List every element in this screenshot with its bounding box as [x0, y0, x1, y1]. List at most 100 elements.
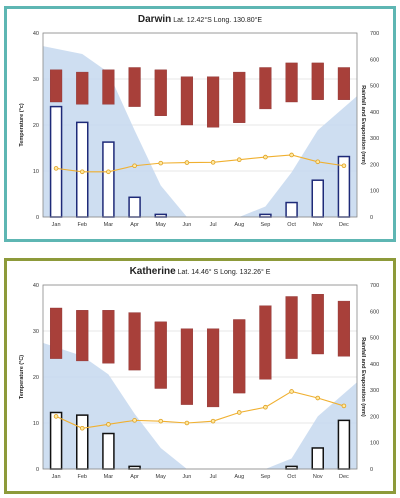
chart1-y-tick-label: 30	[33, 329, 39, 335]
chart0-evaporation-point	[106, 169, 111, 175]
chart0-evaporation-point	[184, 160, 190, 165]
chart1-temperature-bar	[154, 321, 167, 389]
chart0-evaporation-point	[158, 160, 164, 166]
chart0-temperature-bar	[180, 76, 194, 126]
chart1-x-tick-label: Oct	[287, 474, 296, 480]
chart1-x-tick-label: Jan	[52, 474, 61, 480]
chart0-y2-tick-label: 700	[370, 31, 379, 37]
chart1-temperature-bar	[233, 319, 246, 394]
chart1-evaporation-point	[289, 389, 294, 394]
chart1-temperature-bar	[206, 328, 220, 408]
chart0-y-tick-label: 20	[33, 123, 39, 129]
chart1-y2-tick-label: 300	[370, 388, 379, 394]
chart1-rainfall-bar	[49, 411, 63, 470]
chart0-temperature-bar	[206, 76, 220, 128]
chart1-temperature-bar	[76, 310, 89, 362]
chart0-evaporation-point	[341, 163, 347, 169]
chart0-rainfall-bar	[102, 141, 115, 218]
chart0-x-tick-label: Aug	[234, 222, 244, 228]
chart1-temperature-bar	[337, 300, 351, 357]
chart1-x-tick-label: May	[156, 474, 167, 480]
chart1-x-tick-label: Sep	[261, 474, 271, 480]
chart0-x-tick-label: May	[156, 222, 167, 228]
darwin-chart-panel: Darwin Lat. 12.42°S Long. 130.80°E 0 10 20…	[4, 6, 396, 242]
chart1-evaporation-point	[53, 414, 59, 419]
chart0-y-tick-label: 0	[36, 215, 39, 221]
chart0-rainfall-bar	[49, 105, 63, 218]
chart0-shaded-area	[43, 46, 357, 218]
katherine-chart-title: Katherine Lat. 14.46° S Long. 132.26° E	[7, 266, 393, 277]
chart1-rainfall-bar	[102, 432, 115, 470]
chart1-x-tick-label: Feb	[78, 474, 87, 480]
chart0-x-tick-label: Jun	[182, 222, 191, 228]
chart0-evaporation-point	[210, 160, 216, 165]
chart1-evaporation-point	[210, 418, 216, 424]
chart1-y2-tick-label: 100	[370, 441, 379, 447]
chart0-temperature-bar	[49, 69, 63, 103]
chart1-rainfall-bar	[337, 419, 351, 470]
katherine-chart-panel: Katherine Lat. 14.46° S Long. 132.26° E …	[4, 258, 396, 494]
chart1-y-axis-label: Temperature (°C)	[19, 355, 25, 399]
chart0-y2-tick-label: 500	[370, 84, 379, 90]
chart0-rainfall-bar	[311, 179, 324, 218]
chart1-x-tick-label: Mar	[104, 474, 114, 480]
chart1-temperature-bar	[311, 294, 324, 355]
chart1-x-tick-label: Nov	[313, 474, 323, 480]
chart0-evaporation-point	[315, 159, 321, 165]
chart1-y2-tick-label: 0	[370, 467, 373, 473]
chart0-y2-tick-label: 100	[370, 189, 379, 195]
chart0-x-tick-label: Sep	[261, 222, 271, 228]
chart1-temperature-bar	[285, 296, 298, 359]
chart0-x-tick-label: Jul	[210, 222, 217, 228]
chart0-rainfall-bar	[285, 201, 298, 218]
chart1-y2-tick-label: 600	[370, 309, 379, 315]
chart0-evaporation-point	[263, 154, 268, 160]
chart1-x-tick-label: Apr	[130, 474, 139, 480]
chart0-evaporation-point	[79, 169, 85, 175]
chart0-x-tick-label: Nov	[313, 222, 323, 228]
chart1-evaporation-point	[236, 410, 242, 415]
katherine-title: Katherine	[129, 266, 176, 277]
chart1-x-tick-label: Jun	[182, 474, 191, 480]
chart0-y-tick-label: 30	[33, 77, 39, 83]
chart0-x-tick-label: Feb	[78, 222, 87, 228]
chart1-rainfall-bar	[76, 414, 89, 470]
chart1-temperature-bar	[49, 307, 63, 359]
chart0-evaporation-point	[236, 157, 242, 162]
chart0-evaporation-point	[132, 163, 137, 169]
chart1-evaporation-point	[315, 395, 321, 401]
chart1-temperature-bar	[180, 328, 194, 405]
chart0-evaporation-point	[289, 152, 294, 158]
chart1-evaporation-point	[341, 403, 347, 409]
chart0-x-tick-label: Jan	[52, 222, 61, 228]
chart1-y-tick-label: 10	[33, 421, 39, 427]
chart0-y-tick-label: 40	[33, 31, 39, 37]
chart1-evaporation-point	[263, 404, 268, 410]
chart0-y2-tick-label: 400	[370, 110, 379, 116]
chart1-y-tick-label: 20	[33, 375, 39, 381]
chart0-y2-tick-label: 0	[370, 215, 373, 221]
chart0-x-tick-label: Mar	[104, 222, 114, 228]
chart0-temperature-bar	[233, 71, 246, 123]
chart0-temperature-bar	[102, 69, 115, 105]
katherine-subtitle: Lat. 14.46° S Long. 132.26° E	[177, 269, 271, 276]
chart0-y2-tick-label: 300	[370, 136, 379, 142]
chart1-evaporation-point	[79, 425, 85, 431]
chart0-evaporation-point	[53, 166, 59, 171]
chart0-temperature-bar	[76, 71, 89, 105]
chart1-evaporation-line	[55, 390, 345, 429]
chart1-temperature-bar	[102, 310, 115, 364]
chart1-y2-tick-label: 700	[370, 283, 379, 289]
chart1-x-tick-label: Jul	[210, 474, 217, 480]
chart1-rainfall-bar	[311, 447, 324, 470]
chart0-x-tick-label: Apr	[130, 222, 139, 228]
chart1-evaporation-point	[106, 422, 111, 427]
chart0-y2-tick-label: 200	[370, 162, 379, 168]
chart0-y2-tick-label: 600	[370, 57, 379, 63]
chart1-x-tick-label: Aug	[234, 474, 244, 480]
chart0-x-tick-label: Dec	[339, 222, 349, 228]
darwin-chart-title: Darwin Lat. 12.42°S Long. 130.80°E	[7, 14, 393, 25]
chart0-x-tick-label: Oct	[287, 222, 296, 228]
chart0-temperature-bar	[311, 62, 324, 100]
